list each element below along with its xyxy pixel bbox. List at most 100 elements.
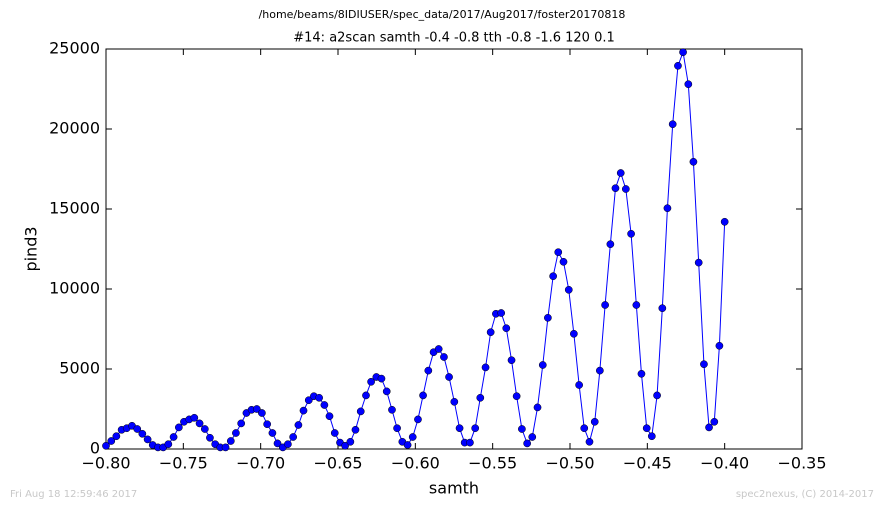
data-point	[393, 424, 401, 433]
data-point	[502, 324, 511, 333]
data-point	[102, 441, 110, 450]
data-point	[294, 421, 303, 429]
data-point	[710, 417, 719, 426]
data-point	[647, 432, 656, 441]
data-point	[325, 412, 334, 421]
data-point	[445, 373, 453, 381]
data-point	[450, 397, 459, 406]
data-point	[424, 366, 433, 375]
data-point	[679, 48, 687, 57]
data-point	[585, 437, 594, 446]
x-tick-label: −0.75	[159, 454, 208, 473]
data-point	[315, 393, 323, 402]
data-point	[642, 424, 651, 433]
data-point	[143, 435, 152, 444]
data-point	[268, 429, 277, 437]
data-point	[689, 157, 698, 166]
data-point	[195, 419, 204, 428]
data-point	[351, 425, 360, 434]
x-tick-label: −0.80	[81, 454, 130, 473]
x-tick-label: −0.60	[391, 454, 440, 473]
data-point	[637, 369, 646, 378]
data-point	[596, 366, 604, 375]
data-point	[653, 391, 661, 400]
data-point	[388, 405, 396, 414]
plot-frame	[105, 48, 803, 450]
data-point	[476, 393, 485, 402]
data-point	[528, 433, 537, 441]
data-point	[580, 424, 589, 433]
x-tick-label: −0.70	[236, 454, 285, 473]
data-point	[684, 80, 693, 89]
x-tick-label: −0.65	[313, 454, 362, 473]
data-point	[663, 204, 672, 213]
data-point	[668, 120, 677, 129]
data-point	[486, 328, 495, 337]
data-point	[611, 184, 620, 193]
data-point	[107, 437, 116, 445]
data-point	[466, 438, 474, 447]
data-point	[570, 329, 578, 338]
data-point	[627, 229, 635, 238]
data-point	[367, 377, 375, 386]
data-point	[674, 61, 682, 70]
data-point	[341, 441, 349, 450]
data-point	[694, 258, 703, 267]
data-point	[471, 424, 480, 433]
y-axis-label: pind3	[22, 226, 41, 271]
data-point	[538, 361, 547, 369]
data-point	[226, 437, 235, 445]
x-tick-label: −0.45	[623, 454, 672, 473]
y-tick-label: 5000	[59, 359, 100, 378]
y-tick-label: 25000	[49, 39, 100, 58]
data-point	[606, 240, 615, 249]
data-point	[616, 169, 625, 177]
data-point	[263, 420, 272, 429]
data-point	[112, 432, 121, 441]
data-point	[575, 381, 583, 389]
data-point	[273, 439, 282, 448]
data-point	[289, 433, 297, 441]
data-point	[346, 437, 355, 446]
data-point	[601, 301, 609, 309]
x-axis-label: samth	[429, 479, 479, 498]
data-point	[590, 417, 599, 426]
data-point	[377, 374, 386, 383]
data-point	[658, 304, 667, 313]
data-point	[564, 285, 573, 294]
chart-subtitle: #14: a2scan samth -0.4 -0.8 tth -0.8 -1.…	[293, 31, 615, 46]
y-tick-label: 10000	[49, 279, 100, 298]
data-point	[232, 429, 240, 437]
data-point	[455, 424, 464, 433]
data-point	[403, 441, 412, 449]
y-tick-label: 0	[90, 439, 100, 458]
data-point	[632, 301, 641, 309]
data-point	[252, 405, 261, 413]
data-line	[105, 50, 726, 449]
data-point	[481, 363, 490, 372]
data-point	[720, 217, 729, 226]
data-point	[554, 248, 563, 257]
data-point	[169, 433, 178, 441]
data-point	[559, 257, 568, 266]
data-point	[497, 309, 506, 317]
data-point	[382, 387, 391, 396]
data-point	[221, 443, 230, 452]
data-point	[533, 403, 542, 412]
data-point	[621, 185, 630, 193]
data-point	[206, 433, 214, 442]
data-point	[440, 353, 448, 361]
x-tick-label: −0.50	[545, 454, 594, 473]
x-tick-label: −0.35	[777, 454, 826, 473]
data-point	[237, 419, 246, 428]
data-point	[507, 356, 516, 365]
data-point	[138, 429, 147, 438]
data-point	[190, 413, 199, 422]
x-tick-label: −0.40	[700, 454, 749, 473]
data-point	[408, 433, 417, 441]
data-point	[512, 392, 521, 401]
data-point	[544, 313, 552, 322]
data-point	[174, 423, 183, 432]
footer-date: Fri Aug 18 12:59:46 2017	[10, 489, 137, 500]
